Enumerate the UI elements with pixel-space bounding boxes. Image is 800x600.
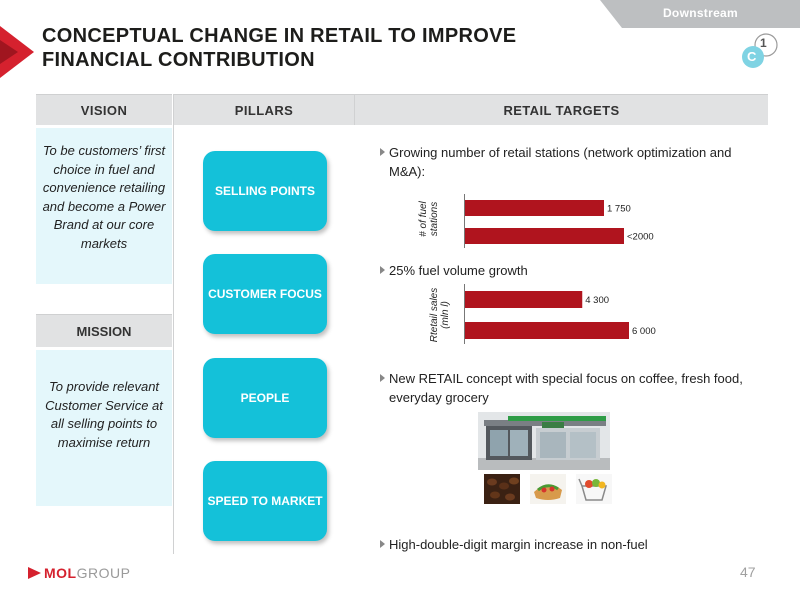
chart-stations: 1 750 <2000	[464, 194, 654, 248]
grocery-basket-image	[576, 474, 612, 504]
mission-text: To provide relevant Customer Service at …	[45, 379, 163, 450]
retail-targets-header: RETAIL TARGETS	[355, 94, 768, 125]
logo-text-mol: MOL	[44, 565, 77, 581]
chart-bar	[464, 200, 604, 216]
pillar-people[interactable]: PEOPLE	[203, 358, 327, 438]
vision-panel	[36, 128, 172, 284]
target-text: New RETAIL concept with special focus on…	[389, 371, 743, 405]
section-badge: 1 C	[736, 33, 784, 73]
mission-header: MISSION	[36, 314, 172, 347]
target-text: Growing number of retail stations (netwo…	[389, 145, 732, 179]
vision-header: VISION	[36, 94, 172, 125]
red-triangle-icon	[0, 26, 34, 78]
chart-bar	[464, 322, 629, 339]
pillars-header: PILLARS	[174, 94, 354, 125]
bullet-arrow-icon	[380, 148, 385, 156]
vision-text: To be customers’ first choice in fuel an…	[42, 143, 166, 251]
target-bullet-fuel-volume: 25% fuel volume growth	[380, 261, 760, 280]
badge-circles-icon	[742, 33, 778, 68]
chart-bar	[464, 228, 624, 244]
target-bullet-retail-concept: New RETAIL concept with special focus on…	[380, 369, 760, 407]
column-divider	[354, 94, 355, 125]
column-divider	[173, 94, 174, 554]
badge-number: 1	[760, 36, 767, 50]
chart-data-label: 4 300	[585, 295, 609, 306]
chart-data-label: <2000	[627, 232, 654, 243]
pillar-selling-points[interactable]: SELLING POINTS	[203, 151, 327, 231]
pillar-speed-to-market[interactable]: SPEED TO MARKET	[203, 461, 327, 541]
section-tab: Downstream	[600, 0, 800, 28]
target-bullet-stations: Growing number of retail stations (netwo…	[380, 143, 760, 181]
mol-group-logo: MOL GROUP	[28, 565, 130, 581]
chart-2-ylabel: Rtetail sales (mln l)	[429, 287, 451, 343]
fresh-food-image	[530, 474, 566, 504]
chart-data-label: 6 000	[632, 326, 656, 337]
bullet-arrow-icon	[380, 374, 385, 382]
logo-text-group: GROUP	[76, 565, 131, 581]
target-text: High-double-digit margin increase in non…	[389, 537, 648, 552]
title-line-2: FINANCIAL CONTRIBUTION	[42, 49, 315, 71]
section-tab-label: Downstream	[662, 6, 738, 20]
target-text: 25% fuel volume growth	[389, 263, 528, 278]
coffee-beans-image	[484, 474, 520, 504]
chart-1-ylabel: # of fuel stations	[418, 201, 440, 237]
chart-data-label: 1 750	[607, 204, 631, 215]
bullet-arrow-icon	[380, 266, 385, 274]
page-number: 47	[740, 564, 756, 580]
title-line-1: CONCEPTUAL CHANGE IN RETAIL TO IMPROVE	[42, 25, 517, 47]
retail-store-image	[478, 412, 610, 470]
chart-retail-sales: 4 300 6 000	[464, 284, 656, 344]
chart-bar	[464, 291, 583, 308]
pillar-customer-focus[interactable]: CUSTOMER FOCUS	[203, 254, 327, 334]
badge-letter: C	[747, 49, 757, 64]
mission-panel	[36, 350, 172, 506]
mol-logo-mark-icon	[28, 567, 41, 579]
target-bullet-margin: High-double-digit margin increase in non…	[380, 535, 760, 554]
page-title: CONCEPTUAL CHANGE IN RETAIL TO IMPROVE F…	[42, 24, 602, 72]
bullet-arrow-icon	[380, 540, 385, 548]
